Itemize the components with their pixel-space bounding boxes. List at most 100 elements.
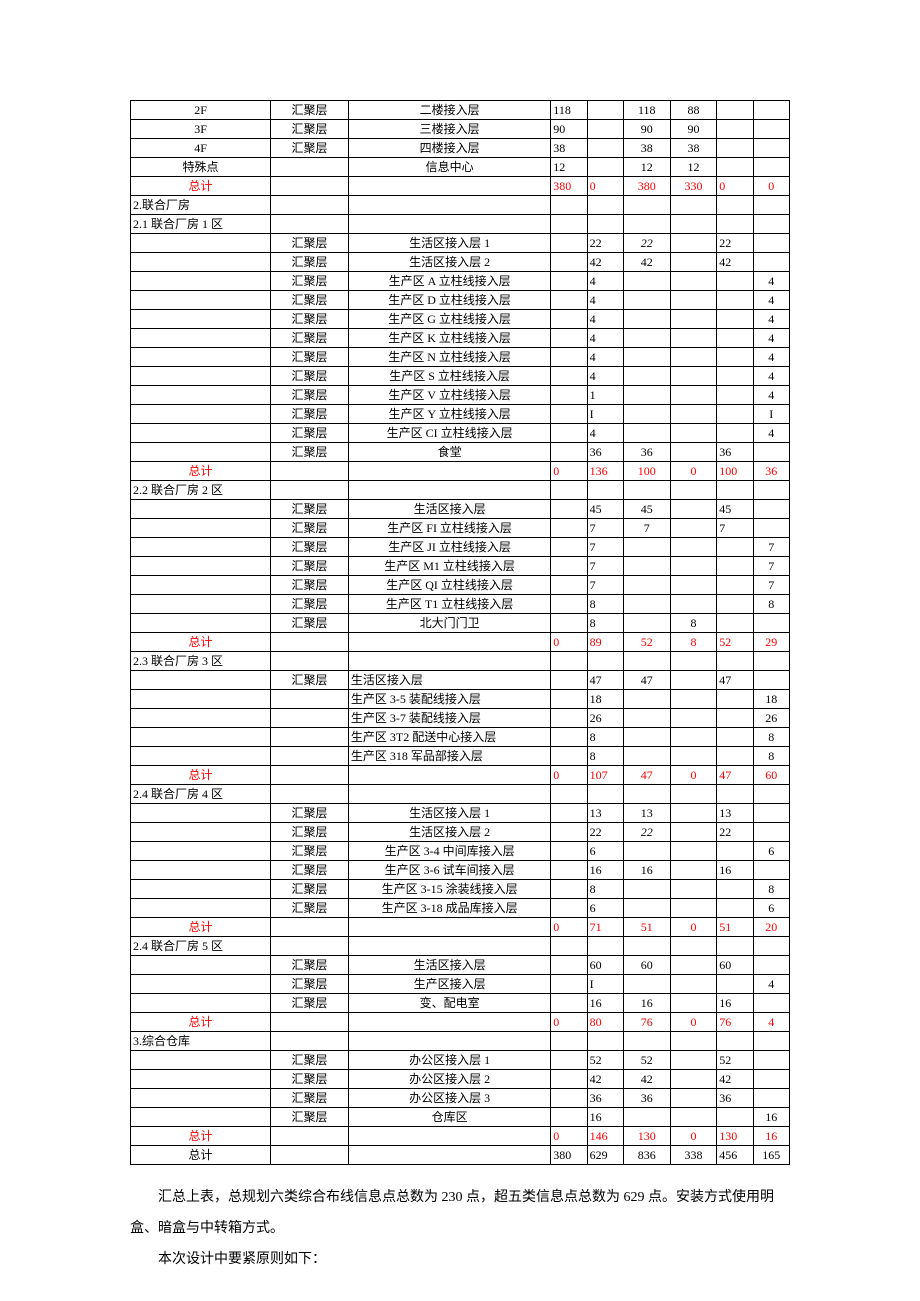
cell: 生产区 M1 立柱线接入层 [348,557,550,576]
footer-paragraph-2: 本次设计中要紧原则如下： [130,1245,790,1276]
cell [551,424,587,443]
cell [551,842,587,861]
cell [753,481,789,500]
cell: 42 [587,1070,623,1089]
cell: 汇聚层 [271,804,349,823]
table-row: 汇聚层生产区接入层I4 [131,975,790,994]
cell: 456 [717,1146,753,1165]
cell: 生产区 3-4 中间库接入层 [348,842,550,861]
cell [551,861,587,880]
cell [717,614,753,633]
table-row: 汇聚层生产区 CI 立柱线接入层44 [131,424,790,443]
cell: 4 [753,367,789,386]
cell [753,1051,789,1070]
cell: 生活区接入层 [348,956,550,975]
cell [670,196,717,215]
cell [587,101,623,120]
table-row: 汇聚层生活区接入层454545 [131,500,790,519]
cell: 118 [623,101,670,120]
cell [623,348,670,367]
cell: 北大门门卫 [348,614,550,633]
cell [670,1089,717,1108]
cell [271,1127,349,1146]
cell [131,291,271,310]
cell [753,101,789,120]
cell [717,842,753,861]
cell [131,424,271,443]
cell: 60 [623,956,670,975]
cell [623,576,670,595]
cell [717,728,753,747]
cell [131,329,271,348]
cell: 4 [587,424,623,443]
cell [131,1108,271,1127]
cell [670,690,717,709]
cell [271,709,349,728]
cell: 变、配电室 [348,994,550,1013]
cell [670,272,717,291]
cell [670,747,717,766]
cell: 汇聚层 [271,538,349,557]
cell [717,747,753,766]
cell: 47 [623,671,670,690]
cell [753,994,789,1013]
cell: 16 [717,994,753,1013]
cell [753,1070,789,1089]
cell: 三楼接入层 [348,120,550,139]
table-row: 2.4 联合厂房 5 区 [131,937,790,956]
cell [587,120,623,139]
cell [551,215,587,234]
cell: 食堂 [348,443,550,462]
cell: 338 [670,1146,717,1165]
cell [717,272,753,291]
cell: 汇聚层 [271,842,349,861]
cell [271,462,349,481]
cell: 47 [587,671,623,690]
cell [131,1070,271,1089]
cell: 4 [753,424,789,443]
cell [670,595,717,614]
cell: 汇聚层 [271,424,349,443]
cell [623,975,670,994]
cell [551,405,587,424]
cell [271,728,349,747]
cell: 13 [717,804,753,823]
cell [623,424,670,443]
table-row: 2.3 联合厂房 3 区 [131,652,790,671]
cell: 29 [753,633,789,652]
cell: 100 [623,462,670,481]
cell [131,595,271,614]
cell [131,1051,271,1070]
cell [670,861,717,880]
cell [271,215,349,234]
cell: 汇聚层 [271,576,349,595]
cell [623,386,670,405]
cell: 0 [551,462,587,481]
cell: 生产区 D 立柱线接入层 [348,291,550,310]
cell [551,880,587,899]
cell [670,1108,717,1127]
cell: 0 [670,1127,717,1146]
cell: 汇聚层 [271,120,349,139]
cell [551,994,587,1013]
table-row: 特殊点信息中心121212 [131,158,790,177]
cell: 汇聚层 [271,291,349,310]
cell: 3.综合仓库 [131,1032,271,1051]
cell [271,766,349,785]
cell [131,234,271,253]
cell: 130 [623,1127,670,1146]
cell [551,253,587,272]
cell: 7 [587,538,623,557]
table-row: 总计01074704760 [131,766,790,785]
table-row: 总计0715105120 [131,918,790,937]
cell [587,785,623,804]
cell: 生活区接入层 [348,671,550,690]
cell [717,1032,753,1051]
table-row: 汇聚层生产区 V 立柱线接入层14 [131,386,790,405]
cell [348,633,550,652]
cell [753,234,789,253]
cell [551,1108,587,1127]
cell [131,899,271,918]
cell: 16 [587,994,623,1013]
cell: 特殊点 [131,158,271,177]
